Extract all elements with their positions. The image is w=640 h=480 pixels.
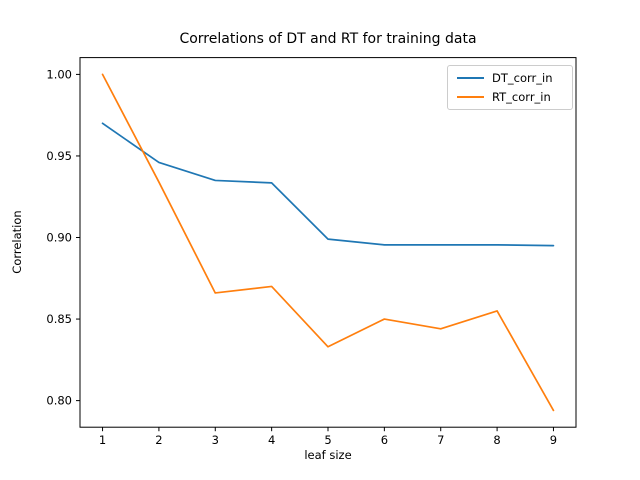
x-tick-label: 8 xyxy=(493,433,500,447)
y-tick-label: 0.95 xyxy=(46,149,72,163)
legend-item-rt: RT_corr_in xyxy=(457,90,566,106)
axes-layer: 1 2 3 4 5 6 7 8 9 0.80 0.85 0.90 0.95 1.00 xyxy=(46,57,577,447)
x-tick-label: 7 xyxy=(437,433,444,447)
x-tick-label: 3 xyxy=(212,433,219,447)
x-axis-label: leaf size xyxy=(304,448,352,462)
x-tick-label: 2 xyxy=(155,433,162,447)
y-tick-label: 1.00 xyxy=(46,67,72,81)
line-series-DT_corr_in xyxy=(101,122,555,247)
legend-item-dt: DT_corr_in xyxy=(457,70,566,86)
legend-line-sample-dt xyxy=(457,76,484,79)
x-tick-label: 6 xyxy=(381,433,388,447)
y-tick-label: 0.85 xyxy=(46,312,72,326)
x-tick-label: 9 xyxy=(550,433,557,447)
line-series-RT_corr_in xyxy=(101,73,555,412)
legend-label-dt: DT_corr_in xyxy=(492,70,553,85)
legend-label-rt: RT_corr_in xyxy=(492,90,551,105)
plot-frame-spines xyxy=(79,57,577,428)
x-tick-label: 4 xyxy=(268,433,275,447)
line-series-layer xyxy=(101,73,555,412)
chart-title: Correlations of DT and RT for training d… xyxy=(179,31,477,47)
y-axis-label: Correlation xyxy=(10,210,24,274)
x-tick-label: 5 xyxy=(324,433,331,447)
legend-line-sample-rt xyxy=(457,96,484,99)
legend: DT_corr_in RT_corr_in xyxy=(447,65,573,110)
x-tick-label: 1 xyxy=(99,433,106,447)
y-tick-label: 0.90 xyxy=(46,231,72,245)
y-tick-label: 0.80 xyxy=(46,394,72,408)
